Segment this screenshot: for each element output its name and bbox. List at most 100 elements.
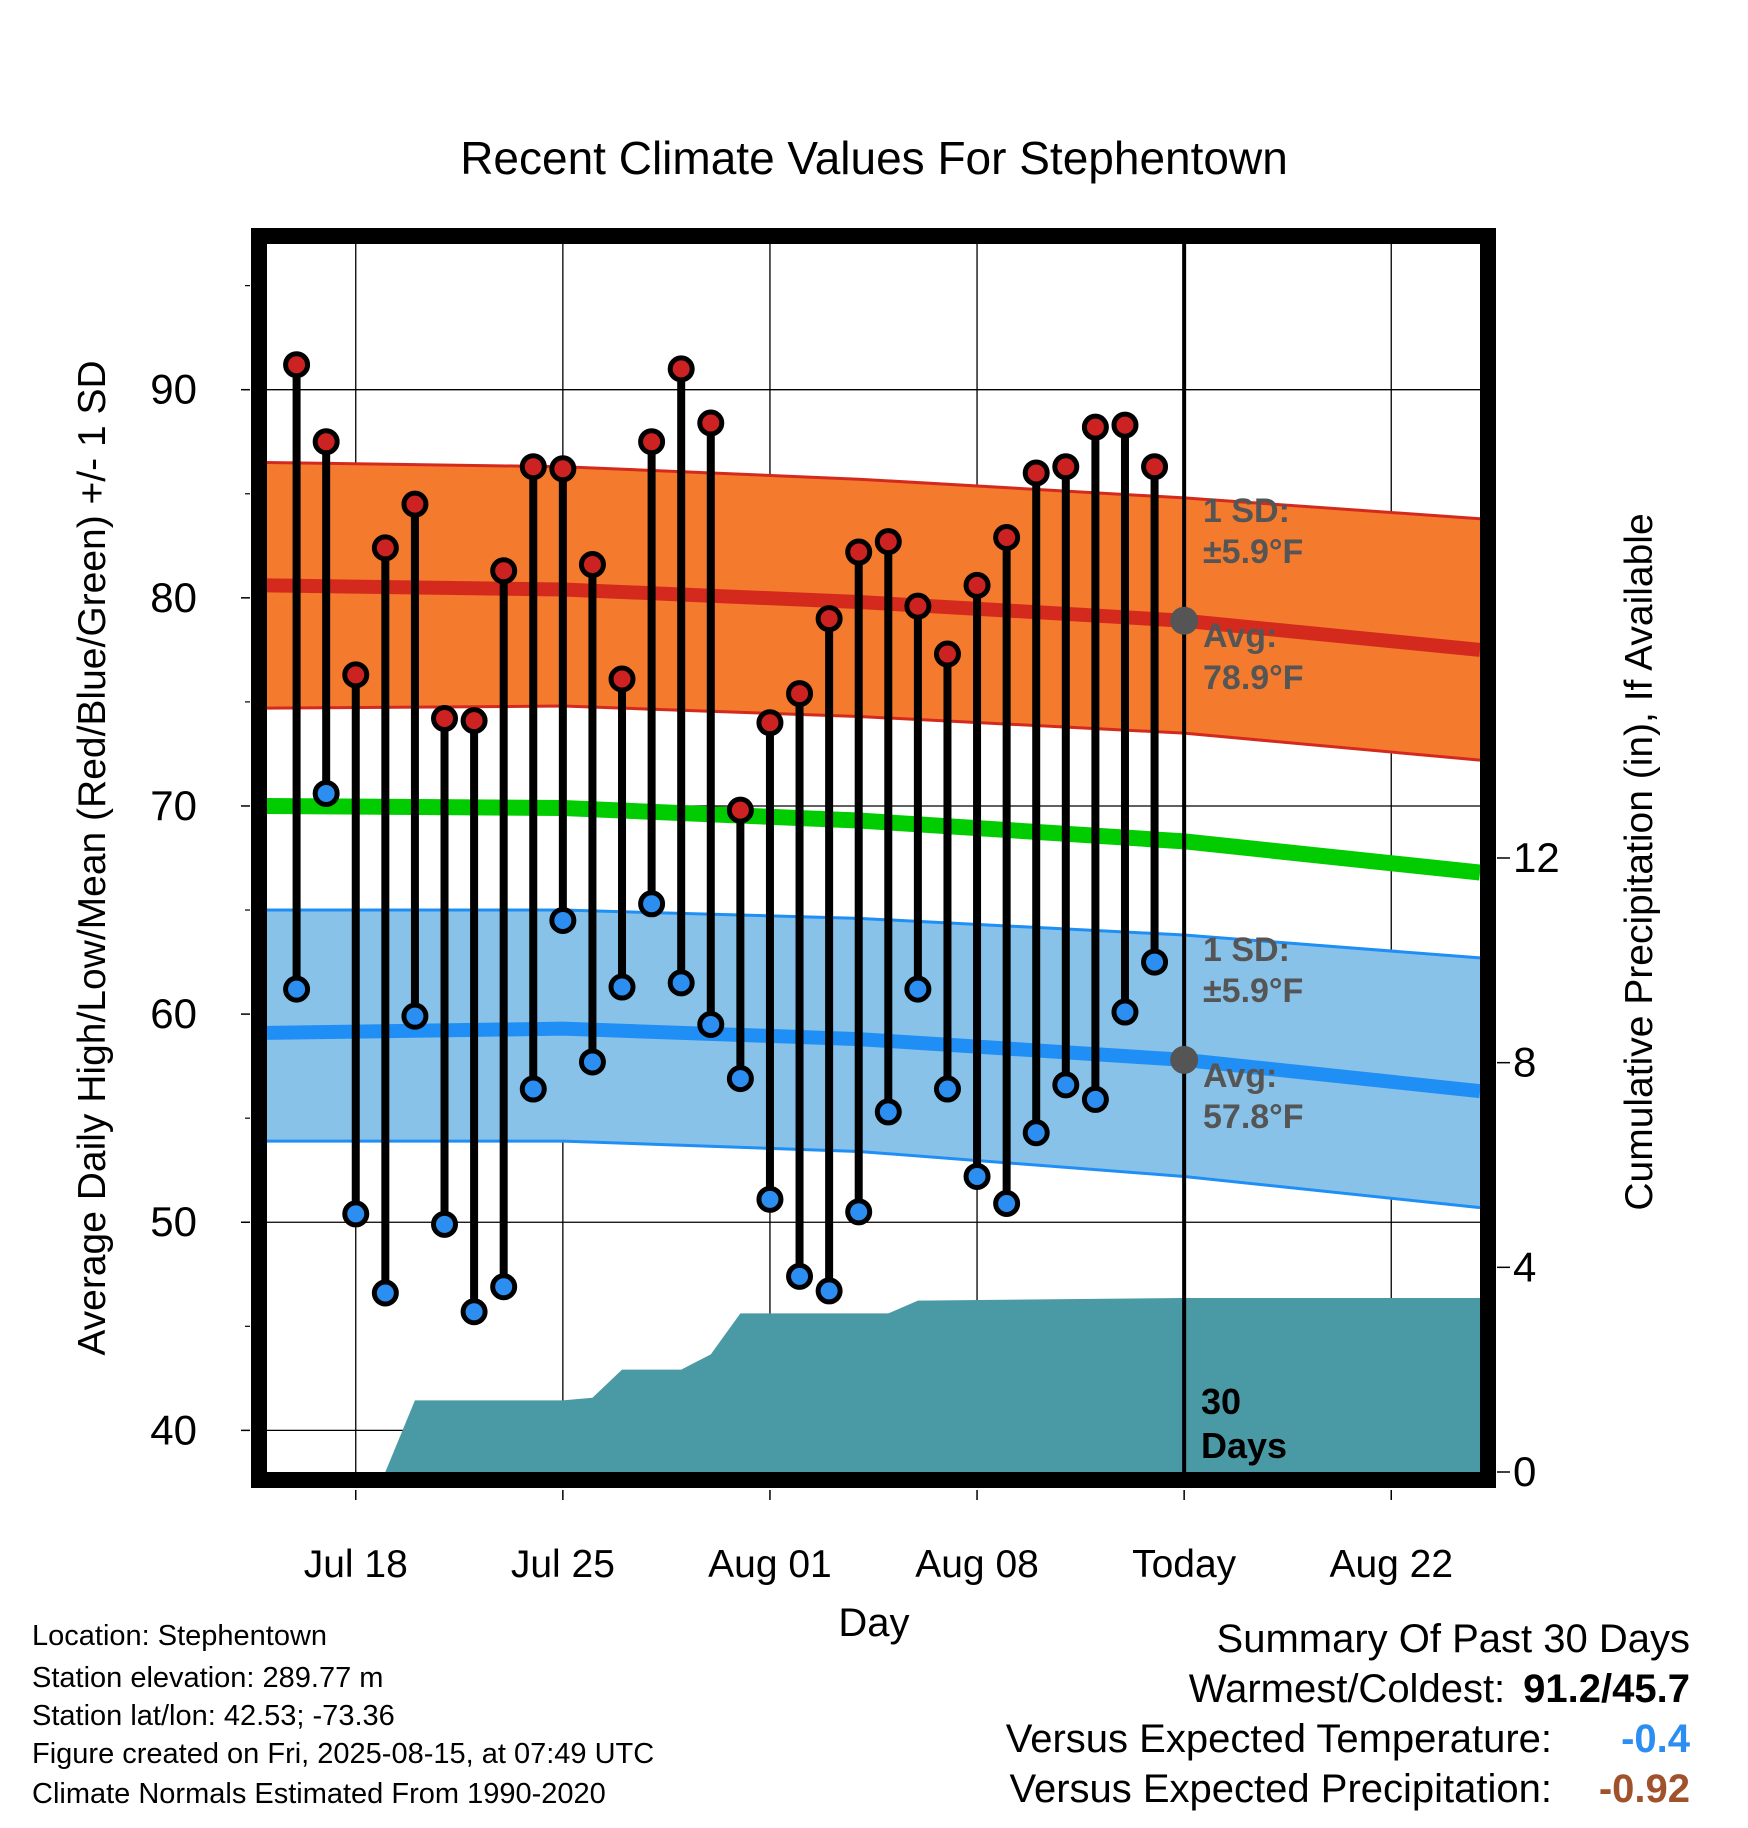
- observation-low-point: [756, 1185, 784, 1213]
- observation-low-point: [519, 1075, 547, 1103]
- observation-low-point: [431, 1210, 459, 1238]
- chart-title: Recent Climate Values For Stephentown: [460, 132, 1288, 184]
- normal-high-band: [267, 462, 1480, 761]
- observation-high-point: [460, 707, 488, 735]
- x-tick-label: Today: [1132, 1543, 1237, 1586]
- y-right-tick-label: 4: [1513, 1243, 1536, 1290]
- observation-high-point: [578, 551, 606, 579]
- climate-normals-note: Climate Normals Estimated From 1990-2020: [32, 1778, 606, 1810]
- observation-high-point: [1081, 413, 1109, 441]
- y-tick-label: 40: [150, 1406, 197, 1453]
- y-right-tick-label: 8: [1513, 1039, 1536, 1086]
- observation-high-point: [638, 428, 666, 456]
- x-tick-label: Aug 22: [1329, 1543, 1453, 1586]
- precipitation-area-fill: [385, 1298, 1480, 1472]
- observation-high-point: [786, 680, 814, 708]
- observation-high-point: [904, 592, 932, 620]
- y-right-axis-label: Cumulative Precipitation (in), If Availa…: [1618, 513, 1661, 1210]
- observation-high-point: [756, 709, 784, 737]
- station-elevation: Station elevation: 289.77 m: [32, 1662, 384, 1694]
- observation-high-point: [993, 523, 1021, 551]
- normal-bands: [267, 461, 1480, 1210]
- observation-low-point: [460, 1298, 488, 1326]
- observation-low-point: [874, 1098, 902, 1126]
- observation-high-point: [371, 534, 399, 562]
- observation-high-point: [963, 571, 991, 599]
- normal-high-upper-line: [267, 461, 1480, 521]
- normal-mean-line: [267, 797, 1480, 881]
- y-tick-label: 90: [150, 366, 197, 413]
- low-sd-value: ±5.9°F: [1203, 972, 1303, 1010]
- observation-high-point: [845, 538, 873, 566]
- observation-high-point: [312, 428, 340, 456]
- observation-low-point: [638, 890, 666, 918]
- observation-high-point: [933, 640, 961, 668]
- summary-temperature: Versus Expected Temperature: -0.4: [1005, 1717, 1690, 1761]
- observation-low-point: [786, 1262, 814, 1290]
- y-tick-label: 60: [150, 990, 197, 1037]
- observation-low-point: [342, 1200, 370, 1228]
- observation-low-point: [904, 975, 932, 1003]
- observation-high-point: [342, 661, 370, 689]
- observation-low-point: [1081, 1085, 1109, 1113]
- high-sd-value: ±5.9°F: [1203, 533, 1303, 571]
- observation-high-point: [726, 796, 754, 824]
- observation-high-point: [697, 409, 725, 437]
- observation-high-point: [431, 705, 459, 733]
- x-tick-label: Jul 25: [511, 1543, 615, 1586]
- normal-low-band: [267, 910, 1480, 1208]
- observation-high-point: [490, 557, 518, 585]
- precipitation-area: [385, 1298, 1480, 1472]
- observation-high-point: [401, 490, 429, 518]
- observation-low-point: [933, 1075, 961, 1103]
- low-avg-value: 57.8°F: [1203, 1098, 1304, 1136]
- station-location: Location: Stephentown: [32, 1620, 328, 1652]
- figure-created: Figure created on Fri, 2025-08-15, at 07…: [32, 1738, 655, 1770]
- observation-low-point: [578, 1048, 606, 1076]
- observation-high-point: [1052, 453, 1080, 481]
- observation-low-point: [490, 1273, 518, 1301]
- axes: 40 50 60 70 80 90 0 4 8 12 Jul 18 Jul 25 Aug 01 Aug 0…: [71, 285, 1661, 1645]
- precipitation-departure-value: -0.92: [1598, 1767, 1690, 1811]
- summary-heading: Summary Of Past 30 Days: [1216, 1617, 1690, 1661]
- y-tick-label: 80: [150, 574, 197, 621]
- observation-low-point: [1111, 998, 1139, 1026]
- observation-high-point: [815, 605, 843, 633]
- high-avg-label: Avg:: [1203, 617, 1277, 655]
- observation-low-point: [312, 779, 340, 807]
- plot-border: [251, 228, 1496, 1488]
- period-days-number: 30: [1201, 1381, 1241, 1422]
- low-avg-today-marker: [1170, 1045, 1199, 1074]
- observation-low-point: [697, 1011, 725, 1039]
- observation-low-point: [667, 969, 695, 997]
- observation-high-point: [1111, 411, 1139, 439]
- observation-low-point: [993, 1190, 1021, 1218]
- observation-high-point: [1022, 459, 1050, 487]
- observation-high-point: [667, 355, 695, 383]
- period-days-label: Days: [1201, 1425, 1287, 1466]
- y-axis-label: Average Daily High/Low/Mean (Red/Blue/Gr…: [71, 360, 114, 1355]
- observation-low-point: [815, 1277, 843, 1305]
- observation-low-point: [963, 1162, 991, 1190]
- observation-high-point: [1141, 453, 1169, 481]
- observation-high-point: [874, 528, 902, 556]
- x-tick-label: Jul 18: [304, 1543, 408, 1586]
- high-avg-value: 78.9°F: [1203, 659, 1304, 697]
- observation-low-point: [845, 1198, 873, 1226]
- observation-low-point: [1141, 948, 1169, 976]
- summary-precipitation: Versus Expected Precipitation: -0.92: [1009, 1767, 1690, 1811]
- observation-low-point: [371, 1279, 399, 1307]
- observation-low-point: [549, 906, 577, 934]
- y-right-tick-label: 0: [1513, 1448, 1536, 1495]
- observation-low-point: [608, 973, 636, 1001]
- daily-observations: [283, 351, 1169, 1326]
- observation-low-point: [283, 975, 311, 1003]
- y-tick-label: 50: [150, 1198, 197, 1245]
- x-tick-label: Aug 08: [915, 1543, 1039, 1586]
- y-tick-label: 70: [150, 782, 197, 829]
- observation-low-point: [401, 1002, 429, 1030]
- observation-high-point: [283, 351, 311, 379]
- observation-high-point: [549, 455, 577, 483]
- observation-high-point: [608, 665, 636, 693]
